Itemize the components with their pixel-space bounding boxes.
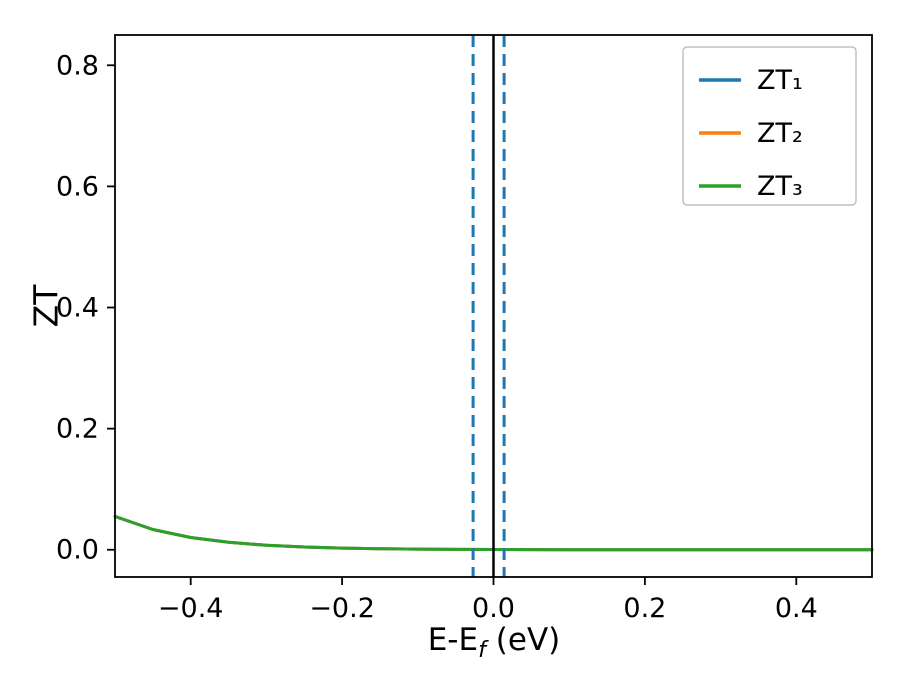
x-axis-label: E-Ef (eV) <box>428 622 561 663</box>
x-axis-label-subscript: f <box>478 637 486 664</box>
x-tick-label: −0.2 <box>309 593 375 624</box>
legend-label-2: ZT₂ <box>757 118 803 149</box>
x-tick-label: −0.4 <box>158 593 224 624</box>
legend-label-1: ZT₁ <box>757 65 803 96</box>
legend-box <box>682 46 857 206</box>
x-axis-label-main: E-E <box>427 622 479 658</box>
x-tick-label: 0.4 <box>775 593 818 624</box>
y-tick-label: 0.0 <box>56 535 99 566</box>
x-tick-label: 0.2 <box>623 593 666 624</box>
y-tick-label: 0.6 <box>56 171 99 202</box>
y-tick-label: 0.4 <box>56 293 99 324</box>
y-tick-label: 0.2 <box>56 414 99 445</box>
legend-label-3: ZT₃ <box>757 171 803 202</box>
x-tick-label: 0.0 <box>472 593 515 624</box>
y-tick-label: 0.8 <box>56 50 99 81</box>
x-axis-label-suffix: (eV) <box>485 622 561 658</box>
y-axis-label: ZT <box>26 284 66 328</box>
